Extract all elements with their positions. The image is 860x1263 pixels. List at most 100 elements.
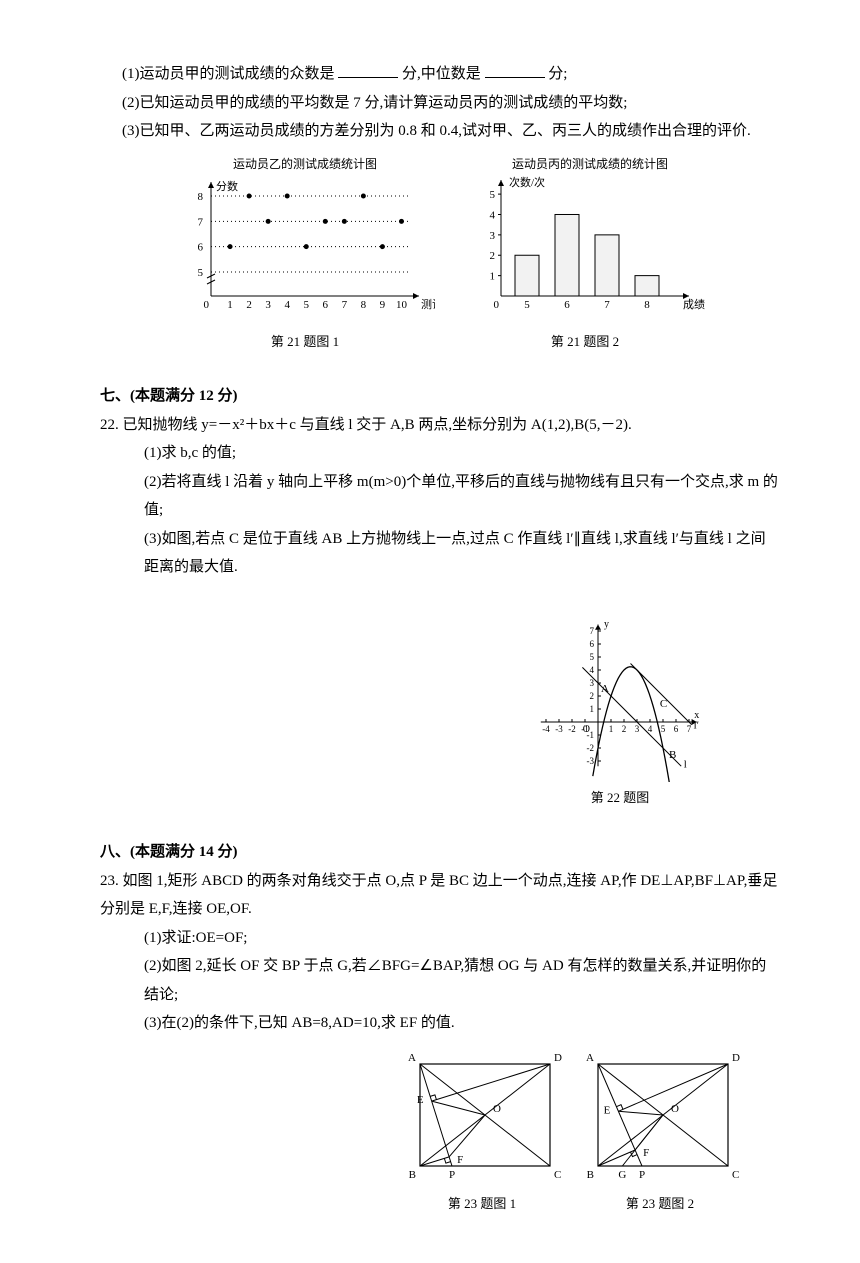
q22-p3: (3)如图,若点 C 是位于直线 AB 上方抛物线上一点,过点 C 作直线 l′…	[100, 525, 780, 582]
svg-text:2: 2	[490, 250, 496, 262]
q21-p1c: 分;	[548, 66, 567, 82]
svg-text:C: C	[554, 1169, 561, 1181]
svg-text:运动员乙的测试成绩统计图: 运动员乙的测试成绩统计图	[233, 156, 377, 171]
parabola-graph: 1234567-1-2-3-41234567-1-2-3OABCll′xy	[520, 592, 720, 782]
svg-text:5: 5	[198, 267, 204, 279]
q21-fig2: 运动员丙的测试成绩的统计图123450次数/次成绩/分5678 第 21 题图 …	[465, 156, 705, 355]
q23-cap2: 第 23 题图 2	[580, 1192, 740, 1217]
svg-text:7: 7	[590, 626, 595, 636]
svg-text:次数/次: 次数/次	[509, 175, 545, 189]
q23-p2: (2)如图 2,延长 OF 交 BP 于点 G,若∠BFG=∠BAP,猜想 OG…	[100, 952, 780, 1009]
svg-text:4: 4	[490, 209, 496, 221]
svg-text:A: A	[601, 683, 609, 695]
q22-fig: 1234567-1-2-3-41234567-1-2-3OABCll′xy 第 …	[520, 592, 720, 811]
svg-text:4: 4	[590, 665, 595, 675]
svg-text:5: 5	[590, 652, 595, 662]
svg-text:0: 0	[494, 299, 500, 311]
q23-p1: (1)求证:OE=OF;	[100, 924, 780, 953]
svg-text:运动员丙的测试成绩的统计图: 运动员丙的测试成绩的统计图	[512, 156, 668, 171]
section-7-head: 七、(本题满分 12 分)	[100, 382, 780, 411]
svg-text:6: 6	[674, 724, 679, 734]
svg-text:l′: l′	[694, 719, 699, 731]
blank-median[interactable]	[485, 62, 545, 78]
svg-text:8: 8	[644, 299, 650, 311]
svg-text:-2: -2	[587, 743, 595, 753]
svg-text:A: A	[586, 1052, 594, 1064]
svg-text:O: O	[493, 1103, 501, 1115]
q22-p2: (2)若将直线 l 沿着 y 轴向上平移 m(m>0)个单位,平移后的直线与抛物…	[100, 468, 780, 525]
svg-text:B: B	[669, 749, 676, 761]
q21-part1: (1)运动员甲的测试成绩的众数是 分,中位数是 分;	[100, 60, 780, 89]
svg-text:6: 6	[590, 639, 595, 649]
q23-figures: ADBCOPEF 第 23 题图 1 GADBCOPEF 第 23 题图 2	[100, 1048, 780, 1217]
svg-text:7: 7	[198, 216, 204, 228]
q22-figure: 1234567-1-2-3-41234567-1-2-3OABCll′xy 第 …	[100, 592, 780, 811]
q21-fig2-caption: 第 21 题图 2	[465, 330, 705, 355]
q21-figures: 运动员乙的测试成绩统计图5678123456789100分数测试序号 第 21 …	[100, 156, 780, 355]
svg-text:7: 7	[342, 299, 348, 311]
svg-text:1: 1	[490, 270, 496, 282]
svg-text:测试序号: 测试序号	[421, 297, 435, 311]
svg-text:C: C	[732, 1169, 739, 1181]
svg-text:1: 1	[227, 299, 233, 311]
svg-text:5: 5	[490, 189, 496, 201]
q23-fig2: GADBCOPEF 第 23 题图 2	[580, 1048, 740, 1217]
q21-p1a: (1)运动员甲的测试成绩的众数是	[122, 66, 335, 82]
svg-text:-4: -4	[542, 724, 550, 734]
svg-text:B: B	[587, 1169, 594, 1181]
svg-text:6: 6	[564, 299, 570, 311]
q22-caption: 第 22 题图	[520, 786, 720, 811]
svg-text:6: 6	[323, 299, 329, 311]
q21-part3: (3)已知甲、乙两运动员成绩的方差分别为 0.8 和 0.4,试对甲、乙、丙三人…	[100, 117, 780, 146]
svg-text:8: 8	[198, 191, 204, 203]
svg-text:-3: -3	[555, 724, 563, 734]
q21-part2: (2)已知运动员甲的成绩的平均数是 7 分,请计算运动员丙的测试成绩的平均数;	[100, 89, 780, 118]
svg-text:7: 7	[687, 724, 692, 734]
svg-text:2: 2	[590, 691, 595, 701]
rectangle-diagram-1: ADBCOPEF	[402, 1048, 562, 1188]
svg-text:F: F	[643, 1147, 649, 1159]
q21-fig1: 运动员乙的测试成绩统计图5678123456789100分数测试序号 第 21 …	[175, 156, 435, 355]
svg-text:8: 8	[361, 299, 367, 311]
svg-text:O: O	[671, 1103, 679, 1115]
q23-stem: 23. 如图 1,矩形 ABCD 的两条对角线交于点 O,点 P 是 BC 边上…	[100, 867, 780, 924]
svg-text:3: 3	[590, 678, 595, 688]
q22-stem-text: 22. 已知抛物线 y=－x²＋bx＋c 与直线 l 交于 A,B 两点,坐标分…	[100, 417, 632, 433]
svg-text:5: 5	[661, 724, 666, 734]
svg-text:10: 10	[396, 299, 408, 311]
svg-text:1: 1	[609, 724, 614, 734]
svg-text:A: A	[408, 1052, 416, 1064]
bar-chart: 运动员丙的测试成绩的统计图123450次数/次成绩/分5678	[465, 156, 705, 326]
svg-text:9: 9	[380, 299, 386, 311]
svg-text:y: y	[604, 619, 609, 630]
rectangle-diagram-2: GADBCOPEF	[580, 1048, 740, 1188]
svg-text:3: 3	[265, 299, 271, 311]
svg-text:0: 0	[204, 299, 210, 311]
svg-text:5: 5	[303, 299, 309, 311]
q23-cap1: 第 23 题图 1	[402, 1192, 562, 1217]
svg-text:O: O	[583, 724, 590, 735]
svg-text:l: l	[684, 758, 687, 770]
svg-text:1: 1	[590, 704, 595, 714]
svg-text:2: 2	[622, 724, 627, 734]
svg-text:P: P	[449, 1169, 455, 1181]
q23-fig1: ADBCOPEF 第 23 题图 1	[402, 1048, 562, 1217]
svg-text:C: C	[660, 698, 667, 710]
svg-text:-2: -2	[568, 724, 576, 734]
q22-p1: (1)求 b,c 的值;	[100, 439, 780, 468]
svg-text:3: 3	[635, 724, 640, 734]
svg-text:E: E	[417, 1094, 424, 1106]
svg-text:P: P	[639, 1169, 645, 1181]
svg-text:E: E	[604, 1104, 611, 1116]
q21-p1b: 分,中位数是	[402, 66, 481, 82]
svg-text:D: D	[554, 1052, 562, 1064]
svg-text:分数: 分数	[216, 180, 238, 193]
svg-text:D: D	[732, 1052, 740, 1064]
svg-text:4: 4	[284, 299, 290, 311]
svg-text:x: x	[694, 710, 699, 721]
blank-mode[interactable]	[338, 62, 398, 78]
svg-text:7: 7	[604, 299, 610, 311]
svg-text:F: F	[457, 1154, 463, 1166]
svg-text:成绩/分: 成绩/分	[683, 298, 705, 311]
svg-text:6: 6	[198, 241, 204, 253]
